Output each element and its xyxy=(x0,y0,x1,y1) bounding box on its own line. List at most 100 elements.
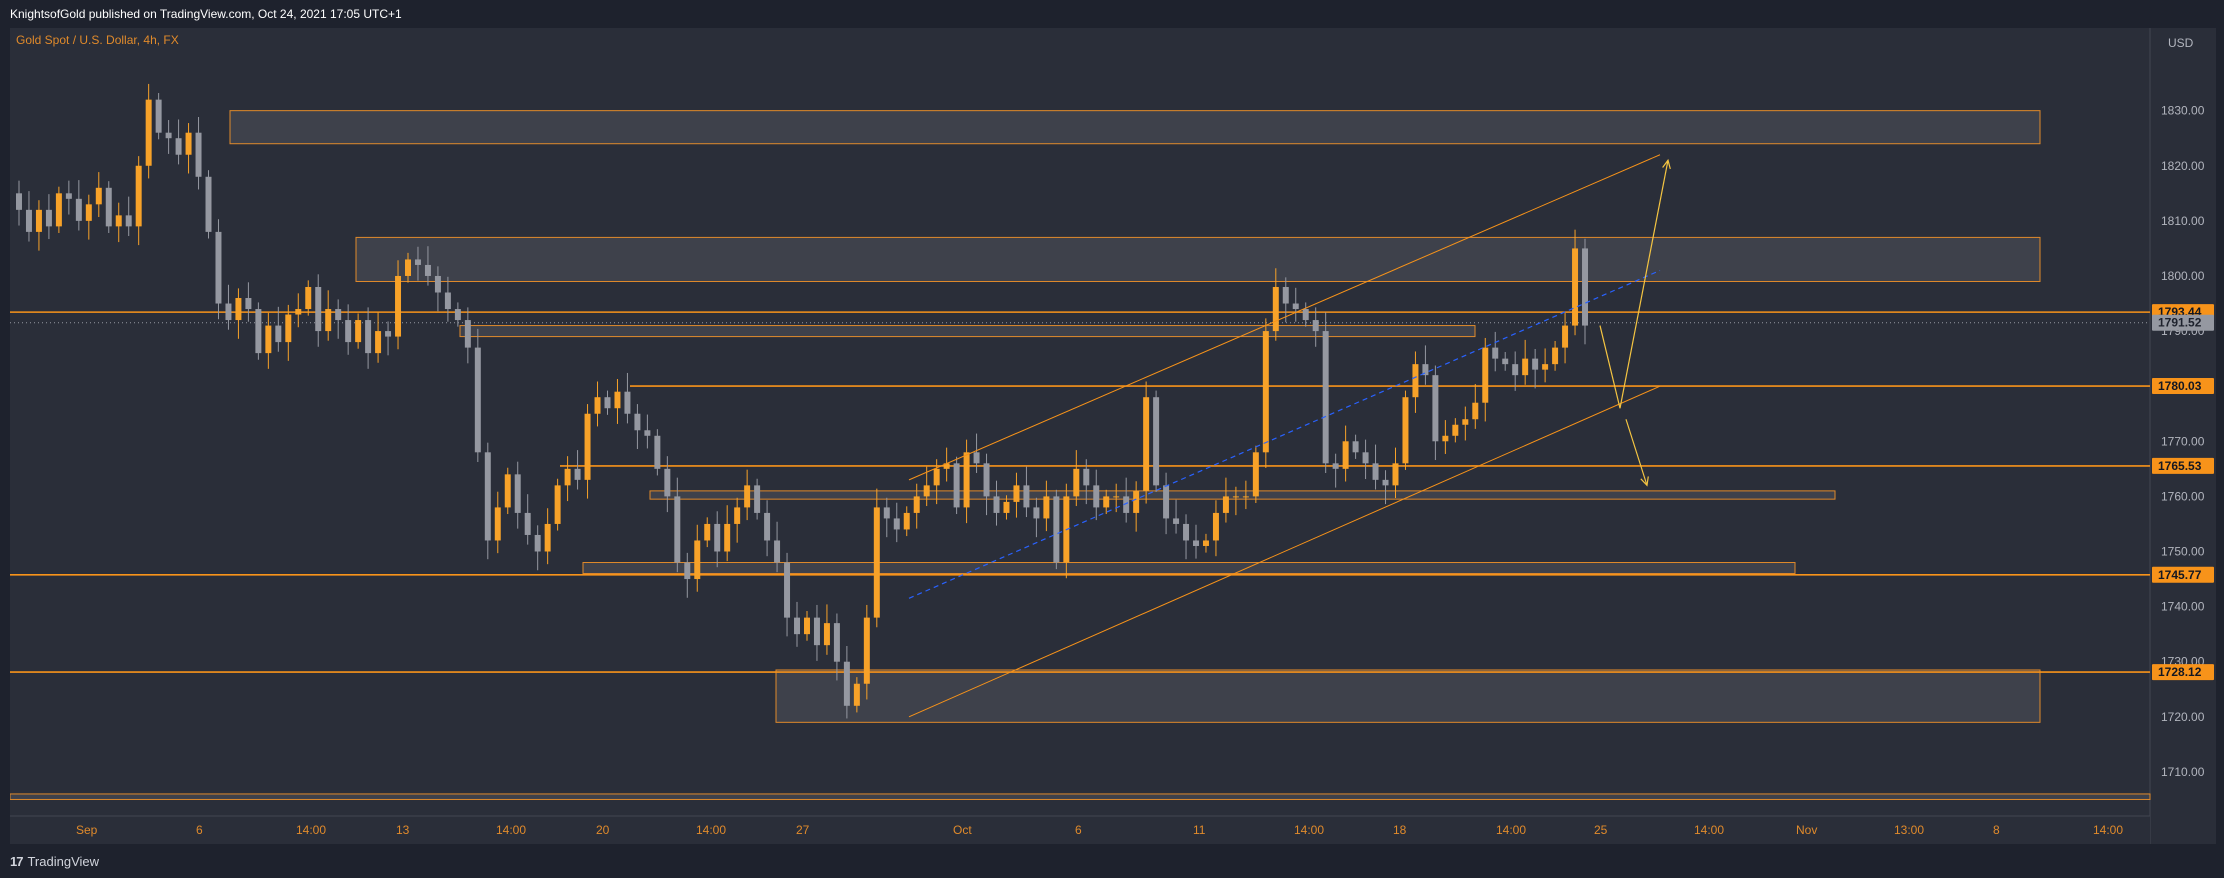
candle-body xyxy=(943,463,950,469)
candle-body xyxy=(1093,485,1100,508)
candle-body xyxy=(933,468,940,486)
candle-body xyxy=(853,683,860,706)
candle-body xyxy=(554,485,561,524)
candle-body xyxy=(993,496,1000,513)
candle-body xyxy=(604,397,611,409)
candle-body xyxy=(414,259,421,265)
candle-body xyxy=(1193,540,1199,546)
candle-body xyxy=(1153,397,1160,486)
candle-body xyxy=(245,298,252,310)
time-tick-label: 14:00 xyxy=(496,823,526,837)
candle-body xyxy=(35,209,42,232)
candle-body xyxy=(544,523,551,552)
candle-body xyxy=(215,231,222,304)
candle-body xyxy=(883,507,890,519)
candle-body xyxy=(145,99,152,166)
candle-body xyxy=(1472,402,1479,420)
candle-body xyxy=(115,215,122,227)
candle-body xyxy=(714,523,721,552)
candle-body xyxy=(903,512,910,530)
candle-body xyxy=(634,413,641,431)
candlestick-chart[interactable]: 1710.001720.001730.001740.001750.001760.… xyxy=(10,28,2216,844)
candle-body xyxy=(195,132,202,177)
candle-body xyxy=(1033,507,1040,519)
time-tick-label: 14:00 xyxy=(296,823,326,837)
price-tag-box xyxy=(2152,566,2214,583)
price-tag-label: 1728.12 xyxy=(2158,665,2202,679)
candle-body xyxy=(484,452,491,541)
projection-path-down xyxy=(1599,325,1621,409)
time-tick-label: 11 xyxy=(1193,823,1206,837)
supply-demand-zone xyxy=(775,669,2041,723)
candle-body xyxy=(1582,248,1589,326)
candle-body xyxy=(1113,496,1120,498)
projection-arrow-up xyxy=(1619,160,1669,409)
candle-body xyxy=(165,132,172,139)
candle-body xyxy=(15,193,22,210)
candle-body xyxy=(524,512,531,535)
candle-body xyxy=(1232,496,1239,498)
candle-body xyxy=(1512,364,1519,376)
candle-body xyxy=(1362,452,1369,464)
candle-body xyxy=(1382,479,1389,486)
supply-demand-zone xyxy=(459,325,1476,338)
candle-body xyxy=(1432,375,1439,442)
candle-body xyxy=(674,496,681,563)
time-tick-label: 6 xyxy=(196,823,203,837)
price-tick-label: 1750.00 xyxy=(2161,544,2205,558)
candle-body xyxy=(774,540,781,563)
candle-body xyxy=(1103,496,1110,508)
candle-body xyxy=(1462,419,1469,425)
time-tick-label: 14:00 xyxy=(696,823,726,837)
supply-demand-zone xyxy=(649,490,1836,500)
candle-body xyxy=(444,292,451,310)
candle-body xyxy=(754,485,761,513)
candle-body xyxy=(85,204,92,221)
candle-body xyxy=(135,165,142,227)
candle-body xyxy=(664,468,671,497)
candle-body xyxy=(255,309,262,354)
price-tick-label: 1760.00 xyxy=(2161,489,2205,503)
candle-body xyxy=(1212,512,1219,541)
candle-body xyxy=(1532,358,1539,370)
candle-body xyxy=(355,320,362,343)
candle-body xyxy=(1322,331,1329,464)
candle-body xyxy=(1282,286,1289,304)
candle-body xyxy=(1003,501,1010,513)
candle-body xyxy=(1402,397,1409,464)
candle-body xyxy=(724,523,731,552)
candle-body xyxy=(953,463,960,508)
candle-body xyxy=(614,391,621,409)
candle-body xyxy=(1073,468,1080,497)
time-tick-label: 14:00 xyxy=(2093,823,2123,837)
candle-body xyxy=(1133,490,1140,513)
currency-label: USD xyxy=(2168,36,2194,50)
candle-body xyxy=(794,617,801,635)
candle-body xyxy=(644,430,651,436)
candle-body xyxy=(973,452,980,464)
candle-body xyxy=(574,468,581,480)
candle-body xyxy=(1163,485,1170,519)
chart-panel[interactable]: 1710.00 1720.00 1730.00 1740.00 1750.00 1760.… xyxy=(10,28,2216,844)
projection-arrow-down-head xyxy=(1640,476,1649,487)
candle-body xyxy=(1123,496,1130,513)
candle-body xyxy=(1302,309,1309,321)
price-tick-label: 1770.00 xyxy=(2161,434,2205,448)
time-tick-label: 6 xyxy=(1075,823,1082,837)
candle-body xyxy=(325,309,332,332)
candle-body xyxy=(1502,358,1509,365)
candle-body xyxy=(1412,364,1419,398)
tradingview-logo-text: TradingView xyxy=(27,854,100,869)
time-tick-label: 13 xyxy=(396,823,410,837)
tradingview-logo[interactable]: 17 TradingView xyxy=(10,854,99,869)
candle-body xyxy=(275,325,282,343)
price-tag-box xyxy=(2152,457,2214,474)
candle-body xyxy=(305,286,312,310)
candle-body xyxy=(624,391,631,414)
projection-arrow-down xyxy=(1625,419,1648,486)
time-tick-label: 25 xyxy=(1594,823,1608,837)
candle-body xyxy=(684,562,691,580)
candle-body xyxy=(474,347,481,453)
price-tick-label: 1830.00 xyxy=(2161,104,2205,118)
candle-body xyxy=(1562,325,1569,348)
